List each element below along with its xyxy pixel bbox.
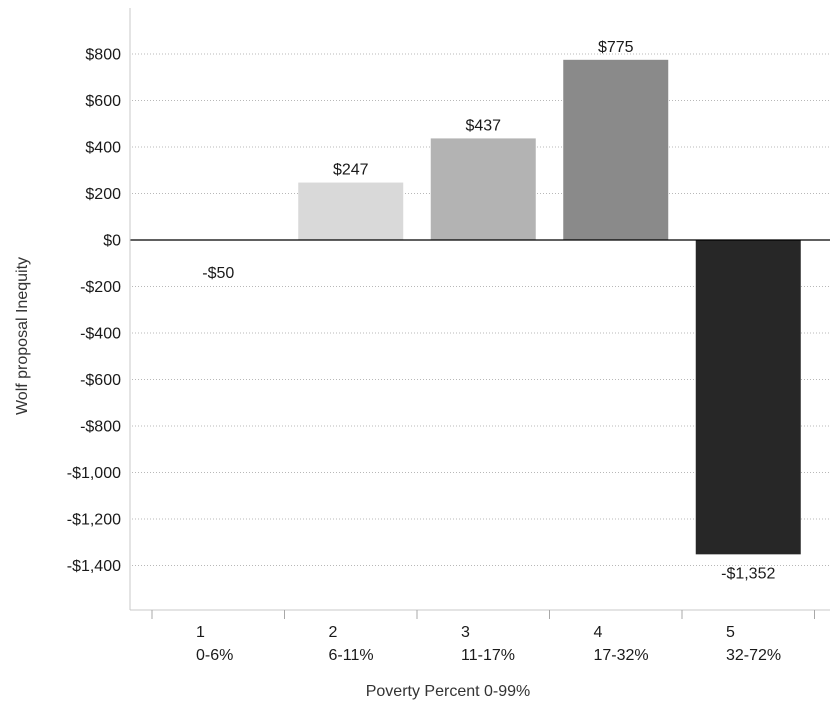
x-tick-label-range: 11-17%	[461, 647, 515, 664]
bar	[695, 240, 801, 555]
bar-value-label: $247	[333, 162, 369, 179]
x-tick-label-range: 32-72%	[726, 647, 781, 664]
y-tick-label: -$1,200	[67, 512, 121, 529]
y-axis-title: Wolf proposal Inequity	[14, 257, 31, 415]
y-tick-label: -$1,000	[67, 465, 121, 482]
y-tick-label: -$1,400	[67, 558, 121, 575]
bar	[165, 240, 271, 252]
y-tick-label: $400	[85, 140, 121, 157]
x-tick-label-code: 4	[594, 624, 603, 641]
y-tick-label: $0	[103, 233, 121, 250]
bar-value-label: $775	[598, 39, 634, 56]
y-tick-label: $600	[85, 93, 121, 110]
bar-value-label: -$1,352	[721, 565, 775, 582]
y-tick-label: -$200	[80, 279, 121, 296]
bar	[298, 182, 404, 240]
x-tick-label-code: 3	[461, 624, 470, 641]
bar	[430, 138, 536, 240]
x-tick-label-code: 2	[329, 624, 338, 641]
y-axis-tick-labels: $800 $600 $400 $200 $0 -$200 -$400 -$600 -$800 -$…	[67, 47, 121, 576]
y-tick-label: $800	[85, 47, 121, 64]
y-tick-label: -$600	[80, 372, 121, 389]
y-tick-label: -$800	[80, 419, 121, 436]
x-tick-label-range: 6-11%	[329, 647, 374, 664]
x-tick-label-code: 1	[196, 624, 205, 641]
y-tick-label: -$400	[80, 326, 121, 343]
x-tick-label-code: 5	[726, 624, 735, 641]
data-labels: -$50 $247 $437 $775 -$1,352	[202, 39, 775, 583]
x-axis-ticks: 1 0-6% 2 6-11% 3 11-17% 4 17-32% 5 32-72%	[151, 610, 815, 664]
bar-value-label: -$50	[202, 265, 234, 282]
bars	[165, 59, 801, 555]
bar	[563, 59, 669, 240]
x-tick-label-range: 17-32%	[594, 647, 649, 664]
bar-value-label: $437	[465, 117, 501, 134]
y-tick-label: $200	[85, 186, 121, 203]
x-tick-label-range: 0-6%	[196, 647, 233, 664]
x-axis-title: Poverty Percent 0-99%	[366, 683, 531, 700]
